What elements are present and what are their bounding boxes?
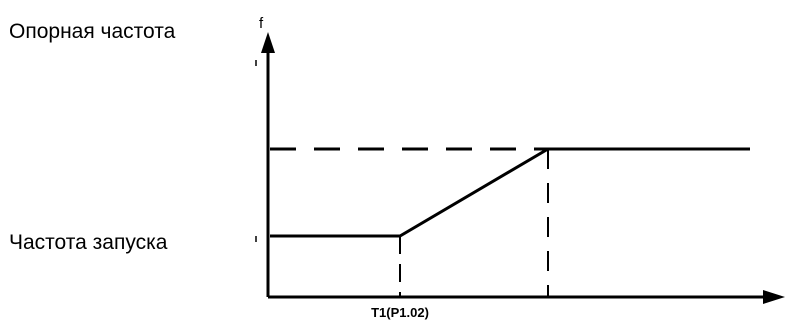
y-axis-arrowhead: [261, 32, 275, 53]
reference-frequency-label: Опорная частота: [9, 20, 176, 43]
frequency-curve: [270, 147, 750, 238]
x-axis-arrowhead: [763, 290, 785, 304]
start-frequency-label: Частота запуска: [9, 231, 168, 254]
y-axis-label: f: [259, 15, 264, 32]
t1-tick-label: T1(P1.02): [371, 305, 429, 320]
